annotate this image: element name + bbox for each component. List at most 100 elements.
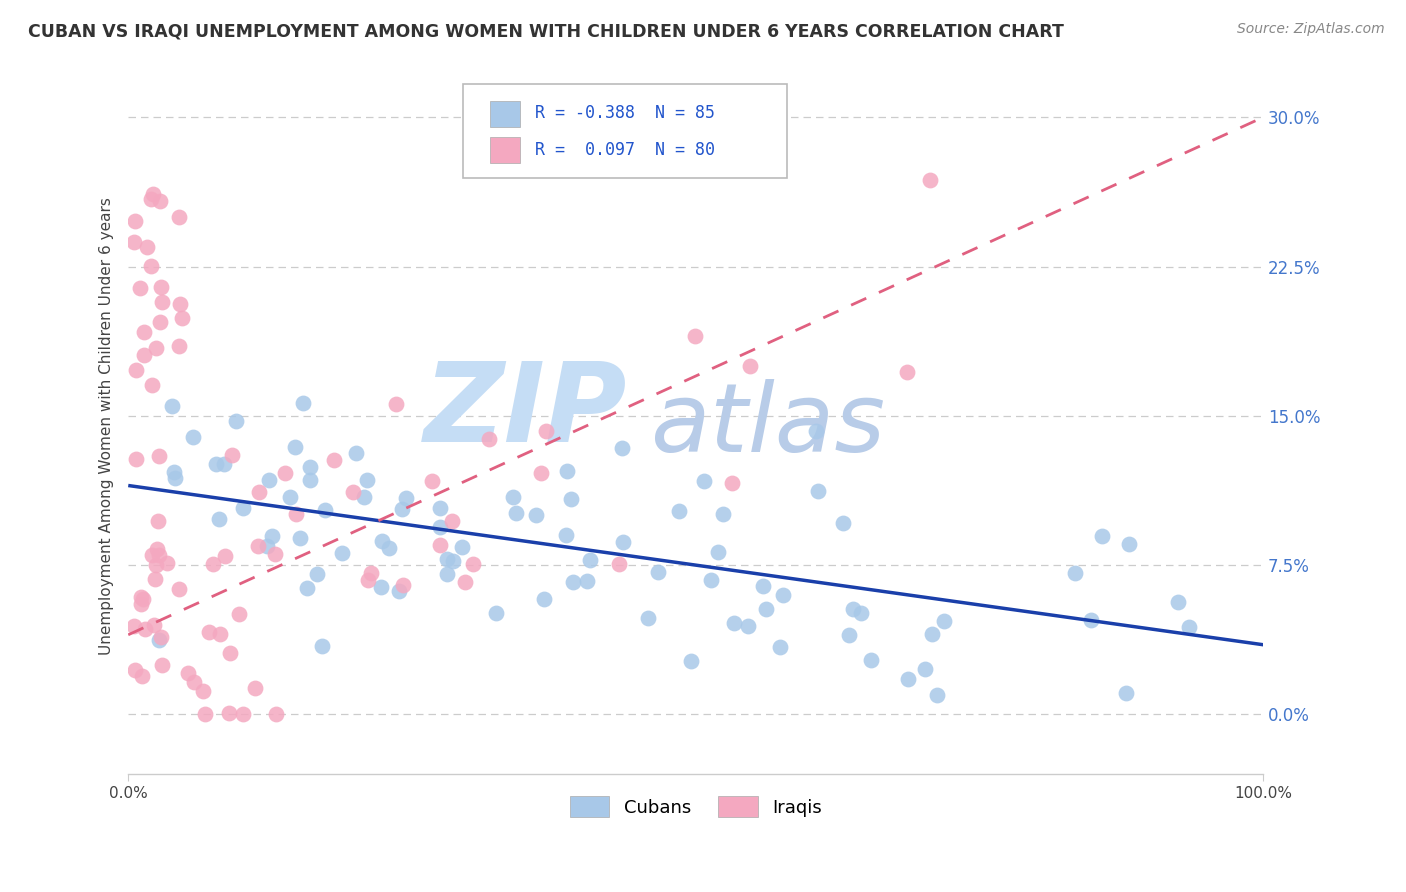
Point <box>502 491 524 505</box>
Point <box>288 531 311 545</box>
Point <box>440 514 463 528</box>
Point <box>738 359 761 374</box>
Point <box>124 452 146 467</box>
Point <box>149 194 172 208</box>
Point <box>436 566 458 581</box>
Text: R = -0.388  N = 85: R = -0.388 N = 85 <box>534 104 714 122</box>
Point <box>167 210 190 224</box>
Point <box>668 504 690 518</box>
Point <box>429 501 451 516</box>
Point <box>1167 595 1189 609</box>
Point <box>129 590 152 604</box>
Point <box>247 485 270 500</box>
Point <box>647 565 669 579</box>
Point <box>832 516 855 530</box>
Point <box>737 619 759 633</box>
Text: atlas: atlas <box>651 379 886 472</box>
Point <box>1177 620 1199 634</box>
Point <box>555 465 578 479</box>
Point <box>148 548 170 562</box>
Point <box>132 325 155 339</box>
Point <box>141 377 163 392</box>
Point <box>612 534 634 549</box>
Point <box>751 579 773 593</box>
Point <box>141 260 163 274</box>
Point <box>132 591 155 606</box>
Point <box>395 491 418 505</box>
Point <box>721 475 744 490</box>
Point <box>172 311 194 326</box>
Point <box>920 173 942 187</box>
Point <box>311 639 333 653</box>
Point <box>711 507 734 521</box>
Point <box>700 573 723 587</box>
Point <box>1114 686 1136 700</box>
Point <box>342 485 364 500</box>
Point <box>212 457 235 471</box>
Point <box>357 573 380 587</box>
Point <box>896 366 918 380</box>
Point <box>260 529 283 543</box>
Point <box>897 672 920 686</box>
Point <box>218 646 240 660</box>
Point <box>314 502 336 516</box>
Point <box>295 581 318 595</box>
Point <box>562 575 585 590</box>
Point <box>429 538 451 552</box>
Point <box>353 491 375 505</box>
Point <box>391 501 413 516</box>
Point <box>441 554 464 568</box>
Point <box>129 598 152 612</box>
Point <box>505 506 527 520</box>
Point <box>706 544 728 558</box>
Point <box>208 512 231 526</box>
Point <box>145 341 167 355</box>
Point <box>842 602 865 616</box>
Point <box>274 466 297 480</box>
Text: R =  0.097  N = 80: R = 0.097 N = 80 <box>534 141 714 159</box>
Point <box>932 614 955 628</box>
Point <box>612 442 634 456</box>
Point <box>461 557 484 571</box>
Text: CUBAN VS IRAQI UNEMPLOYMENT AMONG WOMEN WITH CHILDREN UNDER 6 YEARS CORRELATION : CUBAN VS IRAQI UNEMPLOYMENT AMONG WOMEN … <box>28 22 1064 40</box>
Point <box>150 295 173 310</box>
Point <box>436 552 458 566</box>
Point <box>263 547 285 561</box>
Point <box>769 640 792 654</box>
Point <box>637 610 659 624</box>
Point <box>165 471 187 485</box>
Point <box>925 688 948 702</box>
Point <box>181 429 204 443</box>
Point <box>259 473 281 487</box>
Point <box>807 484 830 499</box>
Point <box>194 707 217 722</box>
Point <box>150 280 173 294</box>
Point <box>146 541 169 556</box>
Point <box>148 450 170 464</box>
Point <box>529 466 551 480</box>
Y-axis label: Unemployment Among Women with Children Under 6 years: Unemployment Among Women with Children U… <box>100 197 114 655</box>
Point <box>860 653 883 667</box>
Point <box>560 492 582 507</box>
Point <box>264 707 287 722</box>
Point <box>129 281 152 295</box>
Point <box>356 473 378 487</box>
Point <box>167 582 190 596</box>
Point <box>1091 529 1114 543</box>
Point <box>191 684 214 698</box>
Point <box>921 626 943 640</box>
Point <box>755 602 778 616</box>
Point <box>371 533 394 548</box>
Point <box>150 657 173 672</box>
Point <box>422 474 444 488</box>
Point <box>804 424 827 438</box>
Text: ZIP: ZIP <box>425 359 627 466</box>
Point <box>232 707 254 722</box>
Point <box>225 414 247 428</box>
Point <box>149 630 172 644</box>
Point <box>278 490 301 504</box>
Point <box>607 557 630 571</box>
Point <box>214 549 236 563</box>
Point <box>524 508 547 523</box>
Point <box>155 556 177 570</box>
